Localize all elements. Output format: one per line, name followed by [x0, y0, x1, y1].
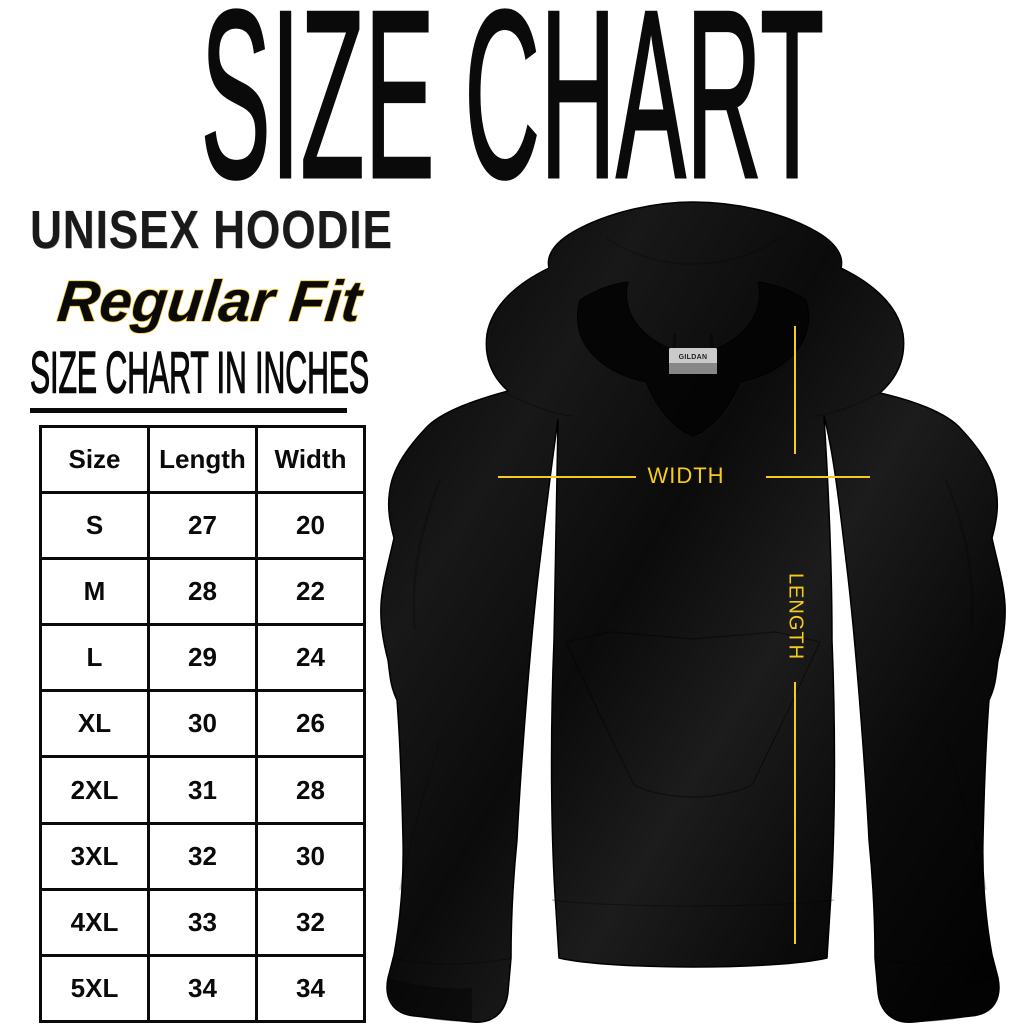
svg-text:GILDAN: GILDAN — [679, 354, 708, 361]
